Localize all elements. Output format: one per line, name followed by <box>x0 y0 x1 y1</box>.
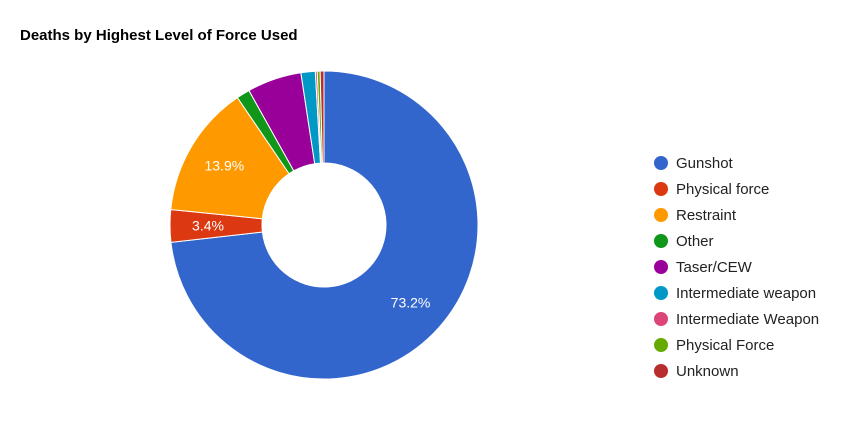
slice-labels-group: 73.2% 3.4% 13.9% <box>192 158 430 311</box>
legend-item-taser-cew-4[interactable]: Taser/CEW <box>654 259 753 276</box>
slice-value-label-physical-force: 3.4% <box>192 218 224 234</box>
legend-swatch-intermediate-weapon <box>654 286 668 300</box>
slice-unknown-8[interactable] <box>319 70 325 164</box>
slices-group <box>169 70 479 380</box>
legend-label-restraint: Restraint <box>676 207 737 224</box>
legend-label-intermediate-weapon: Intermediate weapon <box>676 285 816 302</box>
legend-item-intermediate-weapon-6[interactable]: Intermediate Weapon <box>654 311 819 328</box>
legend-swatch-gunshot <box>654 156 668 170</box>
slice-gunshot-0[interactable] <box>170 70 479 380</box>
legend-item-intermediate-weapon-5[interactable]: Intermediate weapon <box>654 285 816 302</box>
legend-label-taser-cew: Taser/CEW <box>676 259 753 276</box>
legend-label-unknown: Unknown <box>676 363 739 380</box>
legend-item-gunshot-0[interactable]: Gunshot <box>654 155 734 172</box>
legend-item-unknown-8[interactable]: Unknown <box>654 363 739 380</box>
legend-swatch-restraint <box>654 208 668 222</box>
legend-label-intermediate-weapon: Intermediate Weapon <box>676 311 819 328</box>
slice-value-label-gunshot: 73.2% <box>391 294 431 310</box>
legend-swatch-other <box>654 234 668 248</box>
chart-title: Deaths by Highest Level of Force Used <box>20 27 298 44</box>
legend-label-physical-force: Physical Force <box>676 337 774 354</box>
legend-item-physical-force-7[interactable]: Physical Force <box>654 337 774 354</box>
legend-label-physical-force: Physical force <box>676 181 769 198</box>
legend-swatch-taser-cew <box>654 260 668 274</box>
legend-label-other: Other <box>676 233 714 250</box>
slice-value-label-restraint: 13.9% <box>204 158 244 174</box>
legend-label-gunshot: Gunshot <box>676 155 734 172</box>
legend: Gunshot Physical force Restraint Other Taser… <box>654 155 819 380</box>
legend-item-restraint-2[interactable]: Restraint <box>654 207 737 224</box>
legend-item-other-3[interactable]: Other <box>654 233 714 250</box>
legend-swatch-intermediate-weapon <box>654 312 668 326</box>
legend-item-physical-force-1[interactable]: Physical force <box>654 181 769 198</box>
legend-swatch-physical-force <box>654 338 668 352</box>
legend-swatch-physical-force <box>654 182 668 196</box>
slice-restraint-2[interactable] <box>170 96 290 220</box>
legend-swatch-unknown <box>654 364 668 378</box>
